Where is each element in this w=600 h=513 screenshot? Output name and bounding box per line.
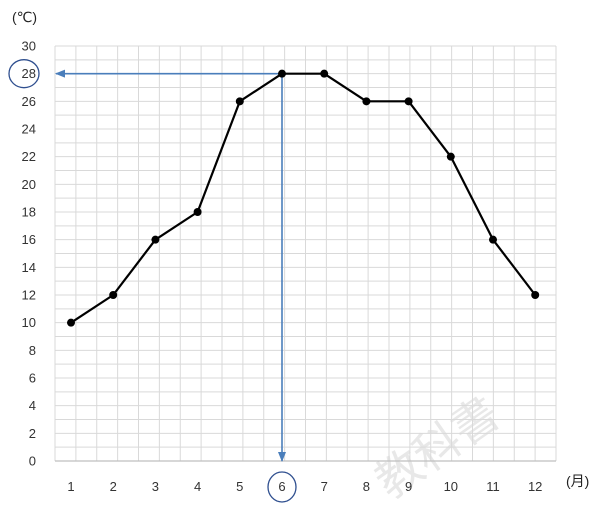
y-tick-highlight-circle [8, 59, 40, 89]
y-tick-label: 16 [22, 232, 36, 247]
y-tick-label: 2 [29, 426, 36, 441]
y-tick-label: 10 [22, 315, 36, 330]
y-tick-label: 18 [22, 205, 36, 220]
y-tick-label: 30 [22, 39, 36, 54]
y-tick-label: 0 [29, 454, 36, 469]
data-point [404, 97, 413, 106]
data-points [67, 69, 540, 327]
y-tick-label: 4 [29, 398, 36, 413]
series-line [70, 72, 537, 324]
x-tick-label: 11 [486, 479, 500, 494]
x-unit-label: (月) [566, 473, 589, 489]
data-point [320, 69, 329, 78]
x-tick-label: 2 [110, 479, 117, 494]
y-tick-label: 24 [22, 122, 36, 137]
data-point [67, 318, 75, 327]
y-tick-label: 20 [22, 177, 36, 192]
data-point [193, 208, 202, 216]
data-point [446, 152, 455, 161]
x-tick-label: 3 [152, 479, 159, 494]
guide-arrows [8, 59, 297, 503]
y-tick-label: 6 [29, 371, 36, 386]
x-tick-label: 12 [528, 479, 542, 494]
x-tick-labels: 1 2 3 4 5 6 7 8 9 10 11 12 [67, 479, 542, 494]
y-unit-label: (℃) [12, 9, 37, 25]
data-point [235, 97, 244, 106]
x-tick-label: 10 [444, 479, 458, 494]
y-tick-label: 22 [22, 149, 36, 164]
data-point [151, 235, 160, 244]
x-tick-label: 4 [194, 479, 201, 494]
x-tick-label: 9 [405, 479, 412, 494]
y-tick-label: 8 [29, 343, 36, 358]
y-tick-label: 14 [22, 260, 36, 275]
data-point [362, 97, 371, 106]
x-tick-label: 5 [236, 479, 243, 494]
y-tick-label: 12 [22, 288, 36, 303]
x-tick-label: 7 [321, 479, 328, 494]
series-polyline [70, 72, 537, 324]
x-tick-label: 6 [278, 479, 285, 494]
x-tick-highlight-circle [267, 471, 297, 503]
y-tick-label: 26 [22, 94, 36, 109]
data-point [109, 291, 118, 299]
y-tick-label: 28 [22, 66, 36, 81]
x-tick-label: 8 [363, 479, 370, 494]
x-tick-label: 1 [67, 479, 74, 494]
data-point [278, 69, 286, 78]
data-point [531, 291, 540, 299]
data-point [489, 235, 497, 244]
